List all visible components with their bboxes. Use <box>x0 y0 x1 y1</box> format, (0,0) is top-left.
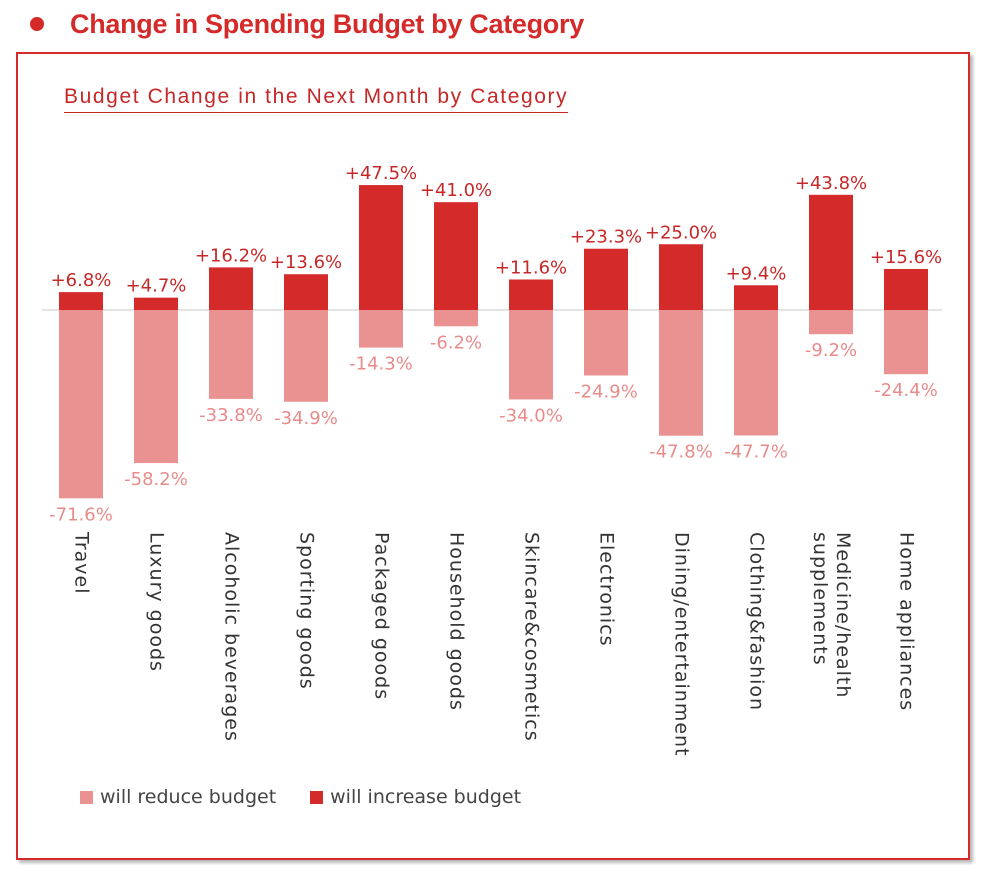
data-label-increase: +41.0% <box>420 180 492 201</box>
bar-increase <box>809 194 853 310</box>
bar-increase <box>359 185 403 310</box>
data-label-reduce: -6.2% <box>430 332 482 353</box>
category-label: Dining/entertainment <box>671 532 693 757</box>
data-label-reduce: -71.6% <box>49 504 113 525</box>
data-label-reduce: -24.9% <box>574 381 638 402</box>
data-label-increase: +43.8% <box>795 173 867 194</box>
bar-increase <box>509 279 553 310</box>
category-label: supplements <box>809 532 831 666</box>
chart-title: Budget Change in the Next Month by Categ… <box>64 85 569 113</box>
category-label: Luxury goods <box>146 532 168 672</box>
data-label-increase: +11.6% <box>495 257 567 278</box>
bar-increase <box>134 297 178 310</box>
bar-increase <box>284 274 328 310</box>
bar-increase <box>734 285 778 310</box>
category-label: Alcoholic beverages <box>221 532 243 742</box>
bar-reduce <box>809 310 853 335</box>
category-label: Household goods <box>446 532 468 711</box>
category-label: Sporting goods <box>296 532 318 690</box>
bar-increase <box>584 248 628 310</box>
bar-reduce <box>59 310 103 499</box>
data-label-reduce: -24.4% <box>874 380 938 401</box>
bullet-dot-icon <box>30 17 44 31</box>
bar-increase <box>209 267 253 310</box>
bar-reduce <box>209 310 253 399</box>
bar-reduce <box>584 310 628 376</box>
data-label-reduce: -9.2% <box>805 340 857 361</box>
legend-swatch-reduce <box>80 790 93 804</box>
data-label-increase: +47.5% <box>345 163 417 184</box>
legend-item-reduce: will reduce budget <box>80 786 276 808</box>
category-label: Clothing&fashion <box>746 532 768 711</box>
data-label-increase: +13.6% <box>270 252 342 273</box>
data-label-increase: +6.8% <box>51 270 112 291</box>
bar-increase <box>434 202 478 310</box>
category-label: Skincare&cosmetics <box>521 532 543 742</box>
data-label-reduce: -34.0% <box>499 405 563 426</box>
bar-reduce <box>509 310 553 400</box>
data-label-reduce: -47.8% <box>649 442 713 463</box>
bar-reduce <box>434 310 478 327</box>
category-label: Electronics <box>596 532 618 647</box>
category-label: Home appliances <box>896 532 918 711</box>
legend-label-reduce: will reduce budget <box>100 786 277 808</box>
data-label-reduce: -33.8% <box>199 405 263 426</box>
bar-increase <box>59 292 103 310</box>
bar-reduce <box>134 310 178 464</box>
data-label-reduce: -14.3% <box>349 354 413 375</box>
page-title: Change in Spending Budget by Category <box>70 8 584 39</box>
bar-reduce <box>884 310 928 375</box>
legend-label-increase: will increase budget <box>330 786 522 808</box>
data-label-increase: +9.4% <box>726 263 787 284</box>
data-label-increase: +15.6% <box>870 247 942 268</box>
data-label-increase: +16.2% <box>195 245 267 266</box>
data-label-increase: +25.0% <box>645 222 717 243</box>
data-label-increase: +4.7% <box>126 276 187 297</box>
legend-swatch-increase <box>310 790 324 804</box>
data-label-reduce: -34.9% <box>274 408 338 429</box>
category-label: Packaged goods <box>371 532 393 700</box>
bar-increase <box>659 244 703 310</box>
legend-item-increase: will increase budget <box>310 786 521 808</box>
bar-reduce <box>359 310 403 348</box>
data-label-reduce: -58.2% <box>124 469 188 490</box>
data-label-increase: +23.3% <box>570 227 642 248</box>
category-label: Travel <box>71 531 93 594</box>
bar-reduce <box>659 310 703 436</box>
bar-reduce <box>284 310 328 402</box>
chart-legend: will reduce budget will increase budget <box>80 786 555 808</box>
page-heading: Change in Spending Budget by Category <box>30 6 584 42</box>
data-label-reduce: -47.7% <box>724 441 788 462</box>
bar-reduce <box>734 310 778 436</box>
bar-increase <box>884 268 928 310</box>
category-label: Medicine/health <box>832 532 854 698</box>
